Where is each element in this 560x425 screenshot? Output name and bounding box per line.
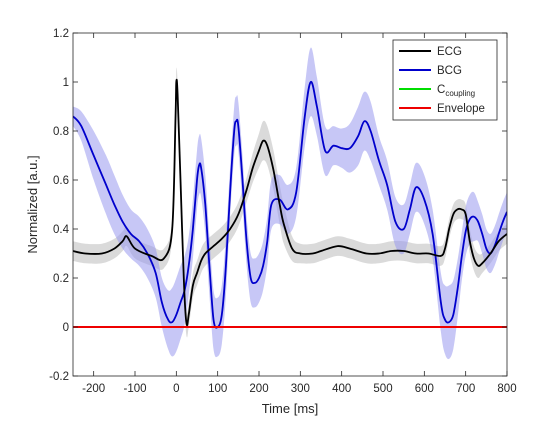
x-tick-label: 400 [332,383,351,395]
y-tick-label: 1 [63,77,69,89]
x-tick-label: 800 [497,383,516,395]
legend-label-envelope: Envelope [437,103,485,115]
y-tick-label: -0.2 [49,371,69,383]
x-tick-label: 600 [415,383,434,395]
y-tick-label: 1.2 [53,28,69,40]
x-axis-label: Time [ms] [262,401,319,416]
y-tick-label: 0.2 [53,273,69,285]
bcg-band [73,47,507,360]
y-tick-label: 0 [63,322,69,334]
bcg-line [73,81,507,329]
x-tick-label: -200 [82,383,105,395]
x-tick-label: 100 [208,383,227,395]
series-lines [73,78,507,329]
x-tick-label: 0 [173,383,179,395]
x-tick-label: 300 [291,383,310,395]
ecg-line [73,78,507,327]
y-axis-label: Normalized [a.u.] [25,155,40,253]
x-tick-label: -100 [123,383,146,395]
plot-frame [72,32,508,377]
axis-ticks: -200 -100 0 100 200 300 400 500 600 700 800 -0.2 0 0.… [49,28,516,395]
legend-box [392,39,498,121]
legend-label-ecg: ECG [437,46,462,58]
x-tick-label: 500 [373,383,392,395]
y-tick-label: 0.6 [53,175,69,187]
confidence-bands [73,47,507,360]
x-tick-label: 700 [456,383,475,395]
y-tick-label: 0.8 [53,126,69,138]
legend-label-bcg: BCG [437,65,462,77]
x-tick-label: 200 [249,383,268,395]
y-tick-label: 0.4 [53,224,70,236]
